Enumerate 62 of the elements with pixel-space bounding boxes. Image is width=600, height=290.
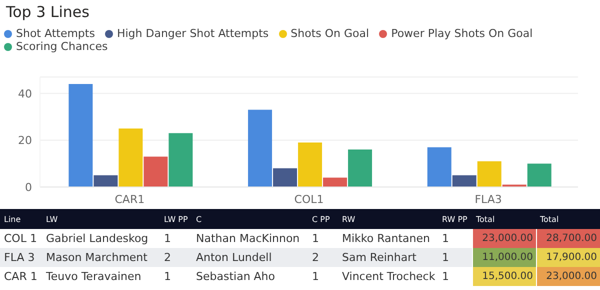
bar (94, 175, 118, 187)
bar (273, 168, 298, 187)
chart-title: Top 3 Lines (5, 2, 90, 23)
category-label: Total (475, 214, 496, 224)
legend-label: Scoring Chances (16, 40, 108, 53)
category-label: C PP (311, 214, 331, 224)
bar (68, 84, 93, 187)
text: 15,500.00 (482, 271, 533, 282)
category-label: LW PP (163, 214, 189, 224)
x-tick-label: COL1 (294, 192, 324, 206)
text: 2 (164, 251, 171, 264)
text: 23,000.00 (546, 271, 597, 282)
legend-label: Shot Attempts (16, 27, 95, 40)
text: 1 (164, 270, 171, 283)
category-label: Line (3, 214, 22, 224)
legend-label: Power Play Shots On Goal (391, 27, 533, 40)
text: Vincent Trocheck (342, 270, 436, 283)
text: Mason Marchment (46, 251, 148, 264)
bar (323, 178, 348, 187)
text: Teuvo Teravainen (46, 270, 142, 283)
text: Sam Reinhart (342, 251, 416, 264)
category-label: Total (539, 214, 560, 224)
bar (527, 164, 552, 187)
text: 1 (312, 232, 319, 245)
category-label: RW PP (441, 214, 468, 224)
bar (427, 147, 452, 187)
legend-label: High Danger Shot Attempts (116, 27, 269, 40)
y-tick-label: 20 (18, 134, 32, 148)
text: 2 (312, 251, 319, 264)
bar (168, 133, 193, 187)
text: 1 (442, 251, 449, 264)
bar (477, 161, 502, 187)
text: Mikko Rantanen (342, 232, 430, 245)
text: 1 (442, 270, 449, 283)
y-tick-label: 40 (18, 87, 32, 100)
category-label: C (195, 214, 203, 224)
bar (298, 142, 322, 187)
text: Nathan MacKinnon (196, 232, 300, 245)
text: 1 (442, 232, 449, 245)
category-label: LW (45, 214, 59, 224)
text: 11,000.00 (482, 252, 533, 263)
text: 17,900.00 (546, 252, 597, 263)
text: Gabriel Landeskog (46, 232, 148, 245)
text: COL 1 (4, 232, 37, 245)
bar (348, 150, 372, 187)
text: 28,700.00 (546, 233, 597, 244)
x-tick-label: FLA3 (474, 192, 502, 206)
text: FLA 3 (4, 251, 35, 264)
text: Anton Lundell (196, 251, 272, 264)
text: Sebastian Aho (196, 270, 276, 283)
y-tick-label: 0 (25, 180, 32, 194)
text: 1 (164, 232, 171, 245)
text: 1 (312, 270, 319, 283)
bar (144, 156, 168, 187)
bar (118, 128, 143, 187)
legend-label: Shots On Goal (290, 27, 370, 40)
bar (248, 110, 272, 187)
bar (452, 175, 476, 187)
text: 23,000.00 (482, 233, 533, 244)
text: CAR 1 (4, 270, 38, 283)
category-label: RW (341, 214, 356, 224)
x-tick-label: CAR1 (114, 192, 145, 206)
